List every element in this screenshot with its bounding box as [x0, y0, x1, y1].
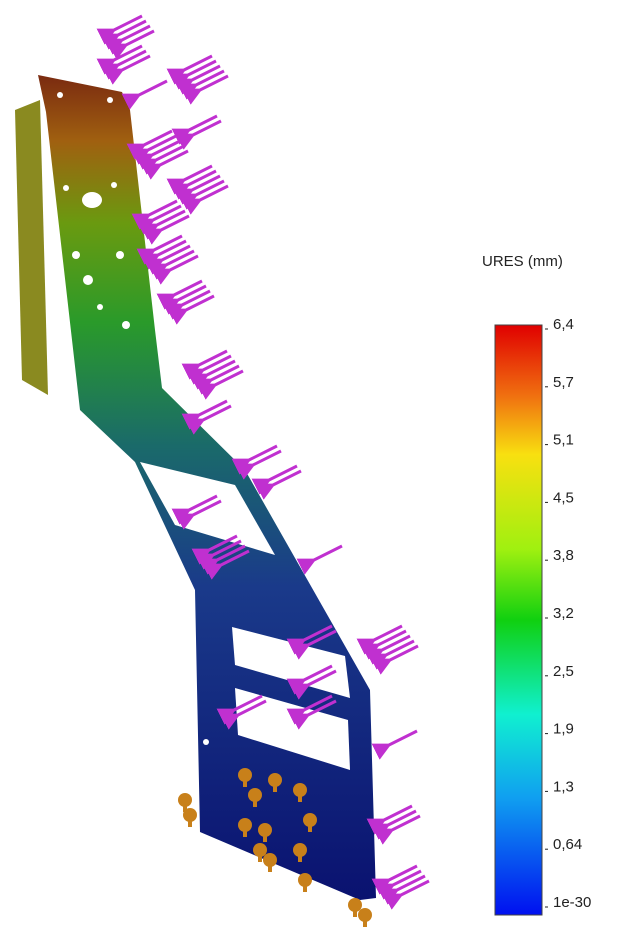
- color-bar: [495, 325, 542, 915]
- tick-label: 5,1: [553, 432, 574, 449]
- tick-label: 1,3: [553, 778, 574, 795]
- load-arrow: [182, 291, 210, 305]
- load-arrow: [378, 631, 406, 645]
- load-arrow: [374, 626, 402, 640]
- load-arrow: [203, 356, 231, 370]
- tick-label: 3,2: [553, 605, 574, 622]
- part: [15, 75, 376, 900]
- fixture-stem: [298, 854, 302, 862]
- load-arrow: [162, 246, 190, 260]
- legend-title: URES (mm): [482, 253, 563, 270]
- fixture-stem: [353, 909, 357, 917]
- load-arrow: [200, 186, 228, 200]
- load-arrow: [389, 866, 417, 880]
- load-arrow: [401, 881, 429, 895]
- load-arrow: [249, 446, 277, 460]
- fixture-stem: [363, 919, 367, 927]
- fixture-stem: [263, 834, 267, 842]
- load-arrow: [382, 636, 410, 650]
- tick-label: 2,5: [553, 663, 574, 680]
- load-arrow: [188, 61, 216, 75]
- load-arrow: [149, 201, 177, 215]
- load-arrow: [397, 876, 425, 890]
- load-arrow: [314, 546, 342, 560]
- load-arrow: [192, 66, 220, 80]
- load-arrow: [184, 56, 212, 70]
- load-arrow: [189, 116, 217, 130]
- load-arrow: [188, 171, 216, 185]
- fixture-stem: [273, 784, 277, 792]
- load-arrow: [384, 806, 412, 820]
- load-arrow: [386, 641, 414, 655]
- load-arrow: [161, 216, 189, 230]
- load-arrow: [186, 296, 214, 310]
- tick-label: 0,64: [553, 836, 582, 853]
- fixture-stem: [303, 884, 307, 892]
- load-arrow: [200, 76, 228, 90]
- fixture-stem: [253, 799, 257, 807]
- load-arrow: [126, 31, 154, 45]
- load-arrow: [215, 371, 243, 385]
- tick-label: 5,7: [553, 374, 574, 391]
- load-arrow: [388, 811, 416, 825]
- load-arrow: [114, 16, 142, 30]
- page: URES (mm) 6,4 5,7 5,1 4,5 3,8 3,2 2,5 1,9 1,3 0,6…: [0, 0, 625, 932]
- side-flange: [15, 100, 48, 395]
- load-arrow: [153, 206, 181, 220]
- load-arrow: [122, 26, 150, 40]
- load-arrow: [139, 81, 167, 95]
- load-arrow: [148, 136, 176, 150]
- load-arrow: [184, 166, 212, 180]
- fixture-stem: [298, 794, 302, 802]
- tick-label: 3,8: [553, 547, 574, 564]
- load-arrow: [273, 471, 301, 485]
- load-arrow: [211, 366, 239, 380]
- fixture-stem: [243, 779, 247, 787]
- fixture-stem: [243, 829, 247, 837]
- load-arrow: [199, 401, 227, 415]
- load-arrow: [178, 286, 206, 300]
- load-arrow: [160, 151, 188, 165]
- tick-label: 1e-30: [553, 894, 591, 911]
- load-arrow: [193, 121, 221, 135]
- legend: URES (mm) 6,4 5,7 5,1 4,5 3,8 3,2 2,5 1,9 1,3 0,6…: [482, 253, 591, 915]
- load-arrow: [118, 51, 146, 65]
- load-arrow: [156, 146, 184, 160]
- load-arrow: [196, 71, 224, 85]
- tick-label: 4,5: [553, 489, 574, 506]
- fixture-stem: [308, 824, 312, 832]
- load-arrow: [114, 46, 142, 60]
- load-arrow: [174, 281, 202, 295]
- load-arrow: [207, 361, 235, 375]
- load-arrow: [170, 256, 198, 270]
- tick-label: 6,4: [553, 316, 574, 333]
- load-arrow: [192, 176, 220, 190]
- load-arrow: [118, 21, 146, 35]
- load-arrow: [166, 251, 194, 265]
- load-arrow: [389, 731, 417, 745]
- load-arrow: [390, 646, 418, 660]
- load-arrow: [203, 406, 231, 420]
- load-arrow: [269, 466, 297, 480]
- load-arrow: [144, 131, 172, 145]
- fixture-stem: [188, 819, 192, 827]
- load-arrow: [157, 211, 185, 225]
- load-arrow: [154, 236, 182, 250]
- legend-ticks: 6,4 5,7 5,1 4,5 3,8 3,2 2,5 1,9 1,3 0,64 1e-30: [545, 316, 591, 911]
- load-arrow: [253, 451, 281, 465]
- load-arrow: [392, 816, 420, 830]
- screen: URES (mm) 6,4 5,7 5,1 4,5 3,8 3,2 2,5 1,9 1,3 0,6…: [0, 0, 625, 932]
- load-arrow: [196, 181, 224, 195]
- load-arrow: [158, 241, 186, 255]
- fixture-stem: [258, 854, 262, 862]
- load-arrow: [122, 56, 150, 70]
- tick-label: 1,9: [553, 721, 574, 738]
- fixture-stem: [268, 864, 272, 872]
- load-arrow: [393, 871, 421, 885]
- load-arrow: [152, 141, 180, 155]
- load-arrow: [199, 351, 227, 365]
